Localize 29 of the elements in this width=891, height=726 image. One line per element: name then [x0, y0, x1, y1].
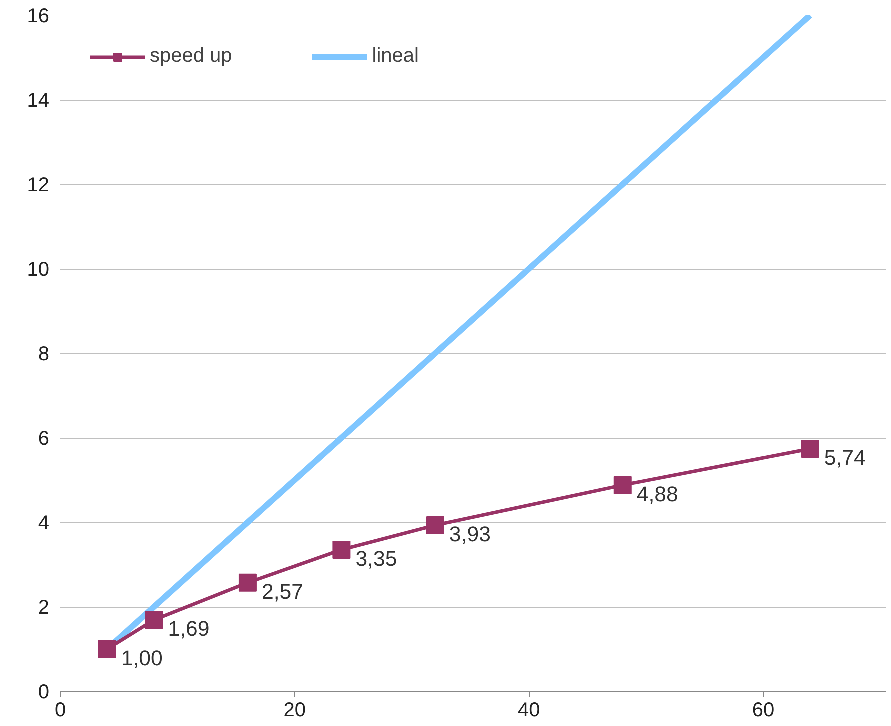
y-tick-label: 10: [27, 259, 50, 281]
x-tick-label: 20: [284, 700, 306, 722]
point: [614, 476, 632, 494]
point: [426, 516, 444, 534]
y-tick-label: 6: [38, 428, 50, 450]
legend-label: lineal: [372, 45, 419, 68]
x-tick-label: 40: [518, 700, 540, 722]
x-tick-label: 60: [752, 700, 775, 722]
y-tick-label: 12: [27, 174, 50, 196]
point: [801, 440, 820, 458]
data-label: 5,74: [824, 446, 866, 470]
data-label: 3,35: [356, 546, 398, 571]
data-label: 3,93: [449, 522, 491, 546]
x-tick-label: 0: [54, 700, 66, 722]
legend-label: speed up: [150, 45, 232, 68]
y-tick-label: 16: [27, 6, 50, 28]
point: [238, 574, 257, 592]
y-tick-label: 0: [38, 682, 50, 704]
data-label: 1,69: [168, 617, 210, 642]
data-label: 4,88: [636, 482, 678, 506]
point: [98, 640, 116, 658]
data-label: 2,57: [262, 580, 304, 604]
y-tick-label: 14: [27, 90, 50, 112]
point: [145, 611, 164, 630]
y-tick-label: 8: [38, 344, 50, 366]
y-tick-label: 4: [38, 512, 50, 534]
y-tick-label: 2: [38, 597, 50, 619]
point: [332, 540, 351, 559]
data-label: 1,00: [121, 646, 164, 670]
